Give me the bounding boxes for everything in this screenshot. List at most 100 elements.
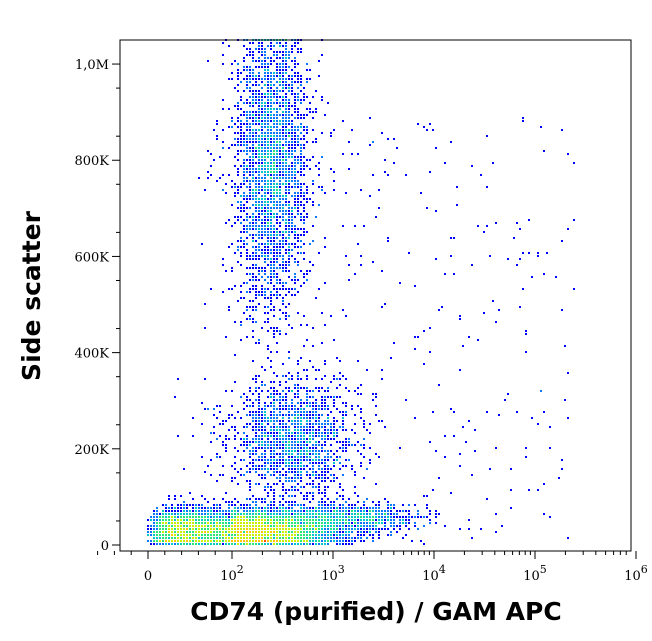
data-point <box>297 192 299 194</box>
data-point <box>207 510 209 512</box>
data-point <box>285 129 287 131</box>
data-point <box>156 513 158 515</box>
data-point <box>303 198 305 200</box>
data-point <box>213 522 215 524</box>
data-point <box>303 498 305 500</box>
data-point <box>255 450 257 452</box>
data-point <box>336 519 338 521</box>
data-point <box>327 417 329 419</box>
data-point <box>300 528 302 530</box>
data-point <box>273 516 275 518</box>
data-point <box>294 147 296 149</box>
data-point <box>249 543 251 545</box>
data-point <box>333 180 335 182</box>
data-point <box>360 537 362 539</box>
data-point <box>261 390 263 392</box>
data-point <box>282 507 284 509</box>
data-point <box>357 441 359 443</box>
data-point <box>168 534 170 536</box>
data-point <box>237 207 239 209</box>
data-point <box>273 177 275 179</box>
data-point <box>423 330 425 332</box>
data-point <box>213 543 215 545</box>
data-point <box>258 162 260 164</box>
data-point <box>297 411 299 413</box>
data-point <box>291 186 293 188</box>
data-point <box>192 528 194 530</box>
data-point <box>312 156 314 158</box>
data-point <box>255 81 257 83</box>
data-point <box>309 435 311 437</box>
data-point <box>276 291 278 293</box>
data-point <box>351 519 353 521</box>
data-point <box>240 438 242 440</box>
data-point <box>357 516 359 518</box>
data-point <box>234 507 236 509</box>
data-point <box>273 162 275 164</box>
data-point <box>249 390 251 392</box>
data-point <box>351 408 353 410</box>
data-point <box>207 465 209 467</box>
data-point <box>210 474 212 476</box>
data-point <box>312 474 314 476</box>
data-point <box>300 285 302 287</box>
data-point <box>288 207 290 209</box>
data-point <box>351 429 353 431</box>
data-point <box>258 393 260 395</box>
data-point <box>156 528 158 530</box>
data-point <box>219 474 221 476</box>
data-point <box>222 537 224 539</box>
data-point <box>294 489 296 491</box>
data-point <box>234 513 236 515</box>
data-point <box>360 540 362 542</box>
x-axis-title: CD74 (purified) / GAM APC <box>190 597 561 626</box>
data-point <box>228 534 230 536</box>
data-point <box>381 522 383 524</box>
data-point <box>159 519 161 521</box>
data-point <box>435 450 437 452</box>
data-point <box>204 537 206 539</box>
data-point <box>180 528 182 530</box>
data-point <box>264 165 266 167</box>
data-point <box>318 387 320 389</box>
data-point <box>438 477 440 479</box>
data-point <box>246 87 248 89</box>
data-point <box>564 399 566 401</box>
data-point <box>351 543 353 545</box>
data-point <box>288 414 290 416</box>
data-point <box>279 528 281 530</box>
data-point <box>246 147 248 149</box>
data-point <box>270 129 272 131</box>
data-point <box>309 522 311 524</box>
data-point <box>342 402 344 404</box>
data-point <box>279 42 281 44</box>
data-point <box>258 129 260 131</box>
data-point <box>276 525 278 527</box>
data-point <box>336 492 338 494</box>
data-point <box>516 264 518 266</box>
data-point <box>243 243 245 245</box>
data-point <box>249 453 251 455</box>
data-point <box>231 204 233 206</box>
data-point <box>453 411 455 413</box>
data-point <box>186 510 188 512</box>
data-point <box>267 141 269 143</box>
data-point <box>249 387 251 389</box>
data-point <box>237 483 239 485</box>
data-point <box>231 288 233 290</box>
data-point <box>225 438 227 440</box>
data-point <box>267 105 269 107</box>
data-point <box>270 252 272 254</box>
data-point <box>237 72 239 74</box>
data-point <box>285 69 287 71</box>
data-point <box>231 243 233 245</box>
data-point <box>333 429 335 431</box>
data-point <box>282 513 284 515</box>
data-point <box>270 48 272 50</box>
data-point <box>246 513 248 515</box>
data-point <box>309 102 311 104</box>
data-point <box>192 507 194 509</box>
data-point <box>255 423 257 425</box>
data-point <box>264 186 266 188</box>
data-point <box>273 237 275 239</box>
